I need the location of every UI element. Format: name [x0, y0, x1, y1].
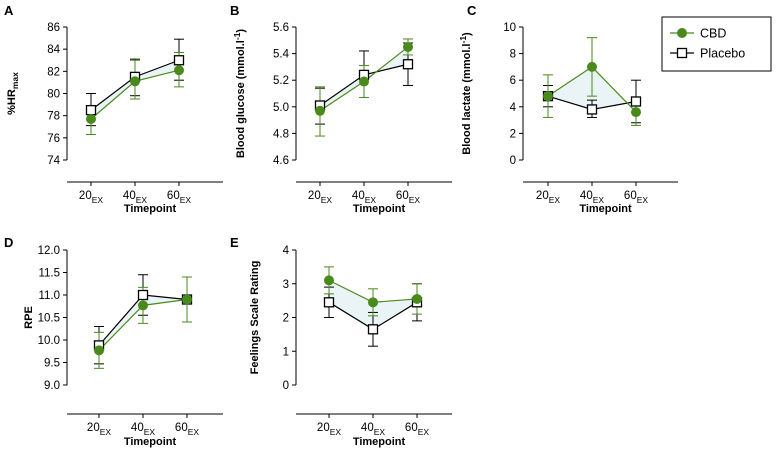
y-tick-label: 5.2: [273, 75, 289, 87]
cbd-point: [324, 275, 334, 286]
cbd-point: [587, 61, 597, 72]
y-tick-label: 5.0: [273, 102, 289, 114]
x-axis-label: Timepoint: [124, 436, 177, 448]
x-tick-label: 20EX: [308, 190, 332, 205]
cbd-point: [174, 65, 184, 76]
cbd-point: [138, 300, 148, 311]
y-tick-label: 84: [47, 44, 60, 56]
panel-letter: A: [4, 3, 14, 18]
x-tick-label: 20EX: [536, 190, 560, 205]
panel-d: D 9.0 9.5 10.0 10.5 11.0 11.5 12.0 20EX 40EX 60EXT…: [4, 235, 223, 448]
y-axis-label: Feelings Scale Rating: [249, 261, 261, 375]
x-tick-label: 20EX: [87, 422, 111, 437]
panel-letter: B: [230, 3, 239, 18]
placebo-point: [137, 289, 149, 301]
placebo-point: [586, 104, 598, 115]
x-axis-label: Timepoint: [124, 203, 177, 215]
y-tick-label: 4.6: [273, 155, 289, 167]
y-tick-label: 4: [283, 245, 290, 257]
x-axis-label: Timepoint: [353, 436, 406, 448]
y-tick-label: 80: [47, 89, 60, 101]
x-tick-label: 40EX: [361, 422, 385, 437]
cbd-point: [631, 107, 641, 118]
y-axis-label: Blood lactate (mmol.l-1): [458, 32, 473, 155]
y-tick-label: 4.8: [273, 128, 289, 140]
y-tick-label: 12.0: [38, 245, 60, 257]
cbd-point: [543, 91, 553, 102]
cbd-point: [86, 113, 96, 124]
x-tick-label: 60EX: [167, 190, 191, 205]
cbd-point: [412, 293, 422, 304]
cbd-point: [182, 294, 192, 305]
x-tick-label: 40EX: [123, 190, 147, 205]
placebo-point: [323, 297, 335, 308]
y-tick-label: 74: [47, 155, 60, 167]
panel-letter: C: [467, 3, 477, 18]
y-tick-label: 78: [47, 111, 60, 123]
y-tick-label: 2: [510, 128, 516, 140]
y-tick-label: 1: [283, 346, 289, 358]
difference-fill: [91, 60, 179, 119]
legend-placebo-label: Placebo: [700, 47, 745, 61]
x-tick-label: 40EX: [131, 422, 155, 437]
x-tick-label: 60EX: [624, 190, 648, 205]
y-tick-label: 5.4: [273, 49, 290, 61]
cbd-point: [368, 297, 378, 308]
y-tick-label: 6: [510, 75, 516, 87]
cbd-point: [315, 105, 325, 116]
legend-box: [661, 16, 772, 72]
y-tick-label: 9.5: [44, 358, 60, 370]
cbd-point: [359, 76, 369, 87]
y-axis-label: %HRmax: [6, 72, 20, 115]
y-tick-label: 9.0: [44, 380, 60, 392]
y-tick-label: 0: [510, 155, 516, 167]
y-tick-label: 10: [503, 22, 516, 34]
placebo-point: [85, 104, 97, 116]
panel-letter: D: [4, 235, 13, 250]
placebo-point: [402, 59, 414, 70]
legend-cbd-marker: [677, 28, 687, 38]
y-tick-label: 8: [510, 49, 516, 61]
y-axis-label: Blood glucose (mmol.l-1): [232, 29, 247, 159]
y-tick-label: 11.0: [38, 290, 60, 302]
y-axis-label: RPE: [23, 306, 35, 329]
x-axis-label: Timepoint: [353, 203, 406, 215]
legend-placebo-marker: [676, 47, 688, 59]
legend-cbd-label: CBD: [700, 27, 726, 41]
y-tick-label: 86: [47, 22, 60, 34]
y-tick-label: 76: [47, 133, 60, 145]
y-tick-label: 2: [283, 313, 289, 325]
placebo-point: [630, 96, 642, 107]
placebo-point: [367, 324, 379, 335]
y-tick-label: 10.0: [38, 335, 60, 347]
y-tick-label: 5.6: [273, 22, 289, 34]
x-tick-label: 60EX: [396, 190, 420, 205]
x-tick-label: 20EX: [79, 190, 103, 205]
y-tick-label: 10.5: [38, 313, 60, 325]
panel-b: B 4.6 4.8 5.0 5.2 5.4 5.6 20EX 40EX 60EXTimepoint…: [230, 3, 452, 215]
x-axis-label: Timepoint: [579, 203, 632, 215]
legend: CBD Placebo: [661, 16, 772, 72]
y-tick-label: 82: [47, 66, 60, 78]
panel-letter: E: [230, 235, 239, 250]
cbd-point: [130, 76, 140, 87]
cbd-point: [94, 345, 104, 356]
x-tick-label: 60EX: [175, 422, 199, 437]
y-tick-label: 0: [283, 380, 289, 392]
y-tick-label: 11.5: [38, 268, 60, 280]
x-tick-label: 40EX: [580, 190, 604, 205]
placebo-point: [173, 55, 185, 66]
y-tick-label: 3: [283, 279, 289, 291]
cbd-point: [403, 41, 413, 52]
x-tick-label: 40EX: [352, 190, 376, 205]
x-tick-label: 20EX: [317, 422, 341, 437]
y-tick-label: 4: [510, 102, 517, 114]
x-tick-label: 60EX: [405, 422, 429, 437]
